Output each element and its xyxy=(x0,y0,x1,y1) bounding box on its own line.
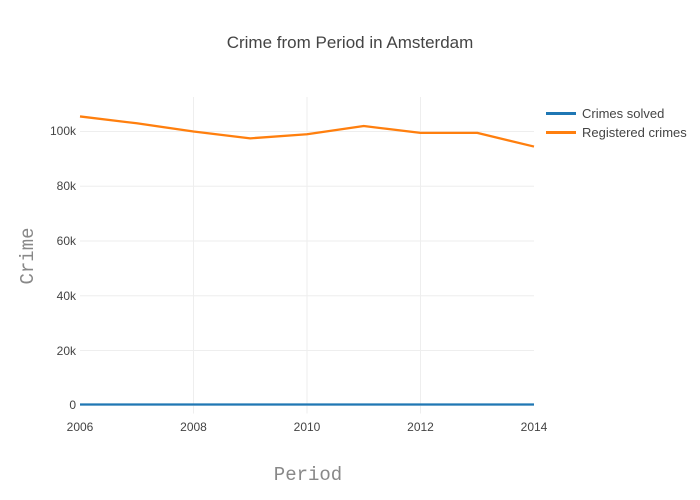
y-tick-label: 20k xyxy=(56,343,76,358)
series-lines xyxy=(79,115,535,406)
legend-swatch xyxy=(546,131,576,134)
legend-label: Crimes solved xyxy=(582,106,665,121)
y-tick-label: 100k xyxy=(49,124,76,139)
y-tick-label: 0 xyxy=(69,398,76,413)
legend-item-crimes-solved[interactable]: Crimes solved xyxy=(546,104,687,123)
series-line-registered-crimes xyxy=(79,115,535,148)
x-tick-label: 2008 xyxy=(180,420,207,434)
x-tick-label: 2010 xyxy=(293,420,321,434)
legend-item-registered-crimes[interactable]: Registered crimes xyxy=(546,123,687,142)
chart-title: Crime from Period in Amsterdam xyxy=(226,33,474,52)
y-tick-label: 80k xyxy=(56,179,76,194)
x-axis-title: Period xyxy=(273,464,343,486)
y-axis-title: Crime xyxy=(17,227,39,285)
plot-area[interactable] xyxy=(80,97,534,414)
legend: Crimes solved Registered crimes xyxy=(546,104,687,142)
x-tick-label: 2012 xyxy=(407,420,434,434)
x-tick-label: 2014 xyxy=(520,420,548,434)
y-tick-label: 60k xyxy=(56,234,76,248)
x-tick-label: 2006 xyxy=(66,420,94,434)
legend-swatch xyxy=(546,112,576,115)
y-tick-label: 40k xyxy=(56,288,76,303)
legend-label: Registered crimes xyxy=(582,125,687,140)
